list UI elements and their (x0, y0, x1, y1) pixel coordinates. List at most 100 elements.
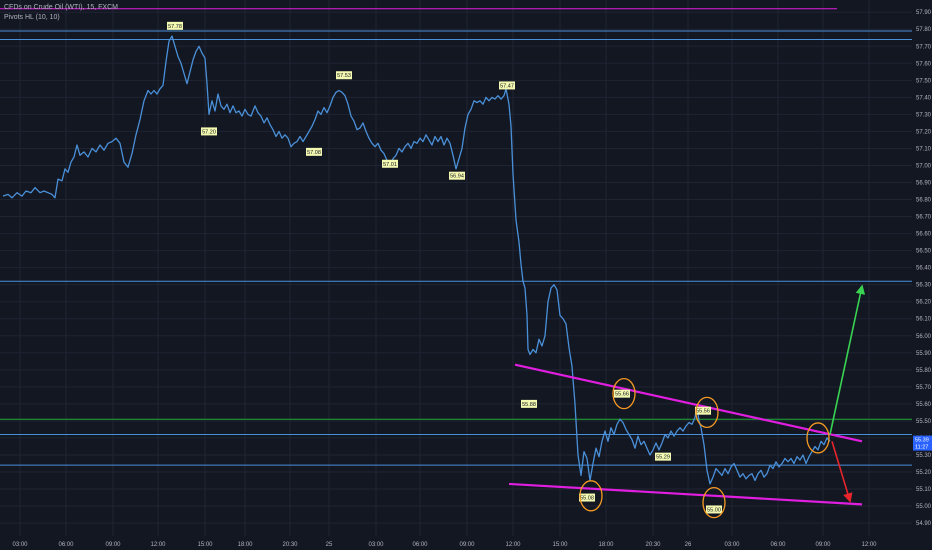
y-tick-label: 56.00 (916, 334, 932, 340)
pivot-label: 55.88 (521, 399, 537, 408)
y-tick-label: 54.90 (916, 521, 932, 527)
pivot-label-bg (201, 127, 217, 136)
x-tick-label: 03:00 (724, 542, 740, 548)
current-price-time: 11:27 (915, 445, 928, 451)
x-tick-label: 12:00 (505, 542, 521, 548)
y-tick-label: 56.80 (916, 198, 932, 204)
highlight-circle (702, 486, 726, 519)
y-tick-label: 57.70 (916, 44, 932, 50)
pivot-label: 57.20 (201, 127, 217, 136)
y-tick-label: 57.60 (916, 61, 932, 67)
symbol-title: CFDs on Crude Oil (WTI), 15, FXCM (4, 4, 118, 11)
y-tick-label: 56.40 (916, 266, 932, 272)
price-series-line (2, 35, 831, 485)
pivot-label-text: 55.00 (707, 507, 721, 513)
x-tick-label: 03:00 (368, 542, 384, 548)
pivot-label: 57.01 (382, 159, 398, 168)
y-tick-label: 57.90 (916, 10, 932, 16)
pivot-label-text: 56.94 (450, 174, 464, 180)
pivot-label-bg (521, 399, 537, 408)
x-tick-label: 18:00 (237, 542, 253, 548)
pivot-label-text: 55.08 (580, 496, 594, 502)
pivot-label-bg (449, 171, 465, 180)
pivot-label-text: 57.53 (337, 73, 351, 79)
pivot-label-text: 55.66 (615, 392, 629, 398)
current-price-value: 55.39 (915, 438, 929, 444)
highlight-circle (612, 378, 636, 410)
down-arrow (831, 441, 853, 503)
x-tick-label: 12:00 (861, 542, 877, 548)
x-tick-label: 15:00 (197, 542, 213, 548)
current-price-tag-bg (913, 435, 932, 451)
y-tick-label: 57.00 (916, 163, 932, 169)
x-tick-label: 03:00 (12, 542, 28, 548)
y-tick-label: 55.30 (916, 453, 932, 459)
pivot-label: 55.29 (655, 452, 671, 461)
pivot-label-bg (306, 147, 322, 156)
y-tick-label: 55.00 (916, 504, 932, 510)
pivot-label-text: 55.56 (696, 409, 710, 415)
x-tick-label: 09:00 (815, 542, 831, 548)
trendline (508, 482, 863, 506)
x-tick-label: 18:00 (598, 542, 614, 548)
x-tick-label: 06:00 (58, 542, 74, 548)
y-tick-label: 55.70 (916, 385, 932, 391)
y-tick-label: 57.10 (916, 146, 932, 152)
pivot-label-text: 57.01 (383, 162, 397, 168)
pivot-label-bg (614, 389, 630, 398)
y-tick-label: 56.90 (916, 181, 932, 187)
highlight-circle (806, 422, 830, 454)
pivot-label-text: 55.88 (522, 402, 536, 408)
pivot-label: 55.66 (614, 389, 630, 398)
pivot-label: 55.00 (706, 505, 722, 514)
x-tick-label: 06:00 (770, 542, 786, 548)
y-tick-label: 57.50 (916, 78, 932, 84)
highlight-circle (695, 396, 719, 429)
x-axis: 03:00 06:00 09:00 12:00 15:00 18:00 20:30 25 03:… (12, 542, 877, 548)
y-tick-label: 57.40 (916, 95, 932, 101)
x-tick-label: 15:00 (552, 542, 568, 548)
pivot-label: 55.56 (695, 406, 711, 415)
pivot-label: 55.08 (579, 493, 595, 502)
pivot-label-bg (499, 81, 515, 90)
x-tick-label: 26 (685, 542, 692, 548)
pivot-label-text: 57.20 (202, 129, 216, 135)
pivot-label: 57.08 (306, 147, 322, 156)
y-tick-label: 55.50 (916, 419, 932, 425)
x-tick-label: 09:00 (105, 542, 121, 548)
x-tick-label: 09:00 (459, 542, 475, 548)
x-tick-label: 20:30 (282, 542, 298, 548)
pivot-label-bg (167, 21, 183, 30)
y-tick-label: 56.60 (916, 232, 932, 238)
y-tick-label: 55.90 (916, 351, 932, 357)
pivot-label: 57.78 (167, 21, 183, 30)
x-tick-label: 12:00 (150, 542, 166, 548)
x-tick-label: 06:00 (412, 542, 428, 548)
y-tick-label: 56.50 (916, 249, 932, 255)
trendline (514, 363, 863, 443)
pivot-label-bg (706, 505, 722, 514)
y-tick-label: 56.70 (916, 215, 932, 221)
pivot-label-bg (695, 406, 711, 415)
indicator-label: Pivots HL (10, 10) (4, 14, 60, 21)
pivot-label-bg (336, 71, 352, 80)
pivot-label: 57.53 (336, 71, 352, 80)
up-arrow (829, 284, 866, 435)
y-tick-label: 55.80 (916, 368, 932, 374)
y-tick-label: 57.30 (916, 112, 932, 118)
y-tick-label: 56.20 (916, 300, 932, 306)
pivot-label-bg (382, 159, 398, 168)
x-tick-label: 20:30 (645, 542, 661, 548)
y-tick-label: 57.20 (916, 129, 932, 135)
grid (0, 0, 912, 536)
pivot-label-text: 57.78 (168, 24, 182, 30)
y-tick-label: 55.60 (916, 402, 932, 408)
pivot-label: 57.47 (499, 81, 515, 90)
y-tick-label: 55.20 (916, 470, 932, 476)
y-tick-label: 56.10 (916, 317, 932, 323)
pivot-label: 56.94 (449, 171, 465, 180)
pivot-label-bg (579, 493, 595, 502)
